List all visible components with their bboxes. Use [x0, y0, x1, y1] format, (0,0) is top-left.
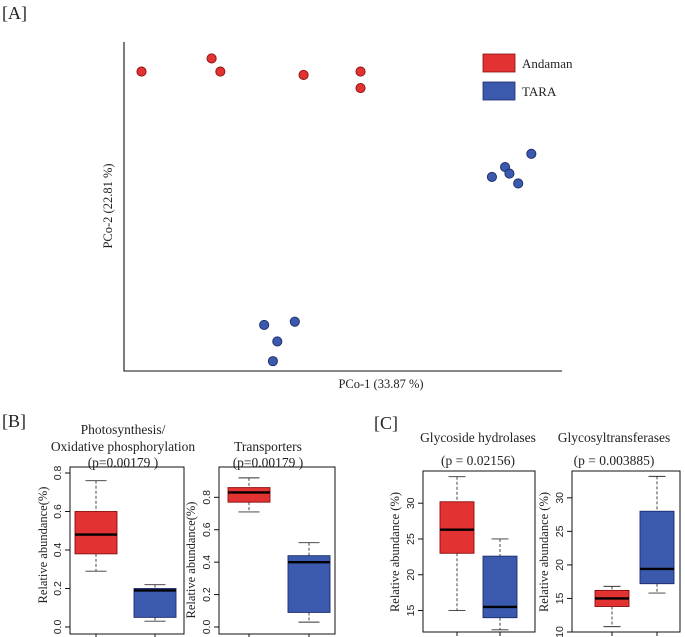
pcoa-point-tara-6	[259, 319, 270, 330]
panel-label-c: [C]	[374, 413, 398, 433]
glycosyltransferases-y-label: Relative abundance (%)	[537, 492, 551, 612]
glycosyltransferases-chart: Glycosyltransferases (p = 0.003885) Rela…	[537, 430, 681, 637]
glycoside_hydrolases-ytick-label-20: 20	[405, 569, 417, 581]
glycoside_hydrolases-andaman-box	[439, 501, 475, 554]
panel-label-a: [A]	[2, 3, 27, 23]
transporters-andaman-box	[227, 487, 271, 503]
transporters-title: Transporters	[234, 439, 302, 454]
pcoa-point-andaman-2	[206, 53, 217, 64]
legend-swatch-andaman	[482, 53, 516, 73]
glycosyltransferases-tara-box	[639, 510, 675, 585]
legend-label-tara: TARA	[522, 84, 557, 99]
photosynthesis-pvalue: (p=0.00179 )	[88, 455, 159, 470]
photosynthesis-boxes: 0.0 0.2 0.4 0.6 0.8	[52, 466, 177, 637]
transporters-ytick-label-0.2: 0.2	[201, 587, 213, 602]
pcoa-point-tara-7	[289, 316, 300, 327]
glycoside-hydrolases-frame	[422, 470, 536, 633]
photosynthesis-ytick-label-0.4: 0.4	[52, 543, 64, 558]
pcoa-point-tara-1	[526, 148, 537, 159]
pcoa-point-andaman-6	[355, 83, 366, 94]
pcoa-points	[136, 53, 537, 367]
transporters-boxes: 0.0 0.2 0.4 0.6 0.8	[201, 477, 331, 637]
photosynthesis-title-line-1: Photosynthesis/	[81, 422, 166, 437]
pcoa-axes	[123, 42, 562, 372]
photosynthesis-ytick-label-0.8: 0.8	[52, 466, 64, 481]
glycoside_hydrolases-ytick-label-30: 30	[405, 497, 417, 509]
glycoside_hydrolases-ytick-label-15: 15	[405, 605, 417, 617]
glycoside_hydrolases-ytick-label-25: 25	[405, 533, 417, 545]
glycosyltransferases-title: Glycosyltransferases	[558, 430, 670, 445]
transporters-frame	[218, 466, 336, 635]
glycoside-hydrolases-y-label: Relative abundance (%)	[388, 492, 402, 612]
legend-label-andaman: Andaman	[522, 56, 573, 71]
pcoa-legend: Andaman TARA	[482, 53, 573, 101]
glycosyltransferases-ytick-label-15: 15	[554, 592, 566, 604]
photosynthesis-chart: Photosynthesis/ Oxidative phosphorylatio…	[36, 422, 195, 637]
transporters-ytick-label-0.4: 0.4	[201, 555, 213, 570]
glycosyltransferases-ytick-label-25: 25	[554, 525, 566, 537]
glycosyltransferases-pvalue: (p = 0.003885)	[574, 453, 655, 468]
transporters-ytick-label-0.0: 0.0	[201, 620, 213, 635]
pcoa-point-andaman-5	[355, 66, 366, 77]
pcoa-point-tara-9	[267, 356, 278, 367]
transporters-y-label: Relative abundance(%)	[184, 502, 198, 619]
pcoa-point-andaman-1	[136, 66, 147, 77]
glycoside_hydrolases-tara-box	[482, 555, 518, 619]
photosynthesis-andaman-box	[74, 511, 118, 555]
pcoa-point-tara-3	[486, 171, 497, 182]
glycosyltransferases-frame	[571, 470, 681, 633]
glycoside-hydrolases-pvalue: (p = 0.02156)	[441, 453, 515, 468]
pcoa-point-andaman-4	[298, 69, 309, 80]
legend-swatch-tara	[482, 81, 516, 101]
pcoa-point-tara-8	[272, 336, 283, 347]
pcoa-point-tara-5	[513, 178, 524, 189]
photosynthesis-tara-box	[133, 588, 177, 618]
transporters-tara-box	[287, 555, 331, 613]
photosynthesis-ytick-label-0.2: 0.2	[52, 581, 64, 596]
glycoside-hydrolases-title: Glycoside hydrolases	[420, 430, 536, 445]
glycoside-hydrolases-boxes: 15 20 25 30	[405, 476, 518, 636]
glycoside-hydrolases-chart: Glycoside hydrolases (p = 0.02156) Relat…	[388, 430, 536, 636]
glycosyltransferases-ytick-label-20: 20	[554, 559, 566, 571]
panel-label-b: [B]	[2, 411, 26, 431]
glycosyltransferases-ytick-label-30: 30	[554, 492, 566, 504]
transporters-pvalue: (p=0.00179 )	[233, 455, 304, 470]
pcoa-y-label: PCo-2 (22.81 %)	[101, 163, 115, 248]
photosynthesis-ytick-label-0.0: 0.0	[52, 620, 64, 635]
glycosyltransferases-ytick-label-10: 10	[554, 626, 566, 637]
photosynthesis-title-line-2: Oxidative phosphorylation	[51, 439, 196, 454]
transporters-ytick-label-0.6: 0.6	[201, 522, 213, 537]
transporters-chart: Transporters (p=0.00179 ) Relative abund…	[184, 439, 336, 637]
pcoa-point-andaman-3	[215, 66, 226, 77]
photosynthesis-ytick-label-0.6: 0.6	[52, 504, 64, 519]
photosynthesis-y-label: Relative abundance(%)	[36, 487, 50, 604]
pcoa-point-tara-4	[504, 168, 515, 179]
glycosyltransferases-boxes: 10 15 20 25 30	[554, 475, 675, 637]
transporters-ytick-label-0.8: 0.8	[201, 490, 213, 505]
pcoa-chart: PCo-1 (33.87 %) PCo-2 (22.81 %) Andaman …	[101, 42, 573, 391]
pcoa-x-label: PCo-1 (33.87 %)	[338, 377, 423, 391]
